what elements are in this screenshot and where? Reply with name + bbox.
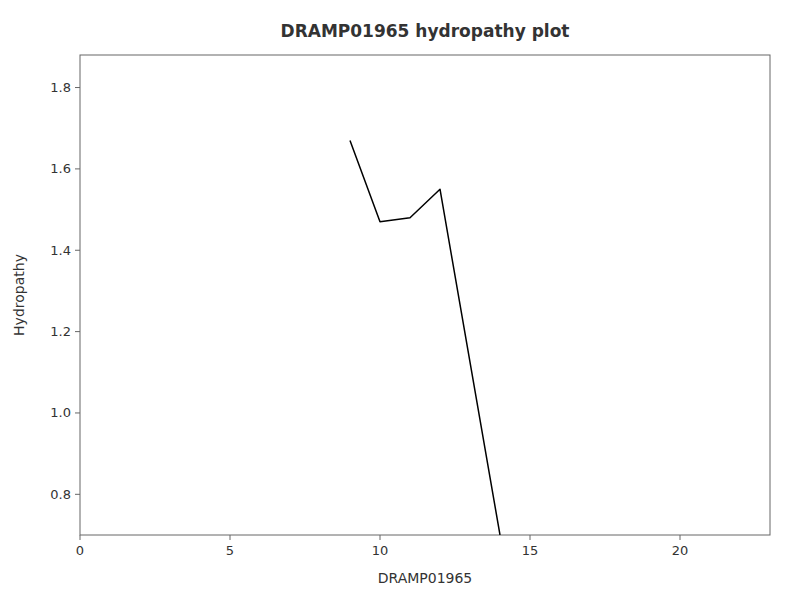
y-tick xyxy=(75,250,80,251)
x-tick xyxy=(80,535,81,540)
plot-area xyxy=(350,140,500,535)
y-tick xyxy=(75,87,80,88)
axes: 0 5 10 15 20 0.8 1.0 1.2 1.4 1.6 1.8 xyxy=(50,80,688,558)
y-tick-label: 1.0 xyxy=(50,405,71,420)
y-axis-label: Hydropathy xyxy=(11,254,27,336)
data-line xyxy=(350,140,500,535)
x-axis-label: DRAMP01965 xyxy=(378,570,473,586)
y-tick-label: 1.6 xyxy=(50,161,71,176)
y-tick-label: 1.4 xyxy=(50,243,71,258)
x-tick-label: 15 xyxy=(522,543,539,558)
x-tick-label: 5 xyxy=(226,543,234,558)
y-tick xyxy=(75,412,80,413)
chart-title: DRAMP01965 hydropathy plot xyxy=(281,21,570,41)
x-tick xyxy=(380,535,381,540)
y-tick-label: 0.8 xyxy=(50,487,71,502)
chart-svg: 0 5 10 15 20 0.8 1.0 1.2 1.4 1.6 1.8 DRAMP01965 hyd… xyxy=(0,0,800,600)
plot-frame xyxy=(80,55,770,535)
x-tick xyxy=(530,535,531,540)
chart-container: 0 5 10 15 20 0.8 1.0 1.2 1.4 1.6 1.8 DRAMP01965 hyd… xyxy=(0,0,800,600)
y-tick xyxy=(75,494,80,495)
x-tick-label: 0 xyxy=(76,543,84,558)
x-tick xyxy=(230,535,231,540)
y-tick-label: 1.8 xyxy=(50,80,71,95)
y-tick-label: 1.2 xyxy=(50,324,71,339)
x-tick-label: 10 xyxy=(372,543,389,558)
y-tick xyxy=(75,168,80,169)
y-tick xyxy=(75,331,80,332)
x-tick-label: 20 xyxy=(672,543,689,558)
x-tick xyxy=(680,535,681,540)
